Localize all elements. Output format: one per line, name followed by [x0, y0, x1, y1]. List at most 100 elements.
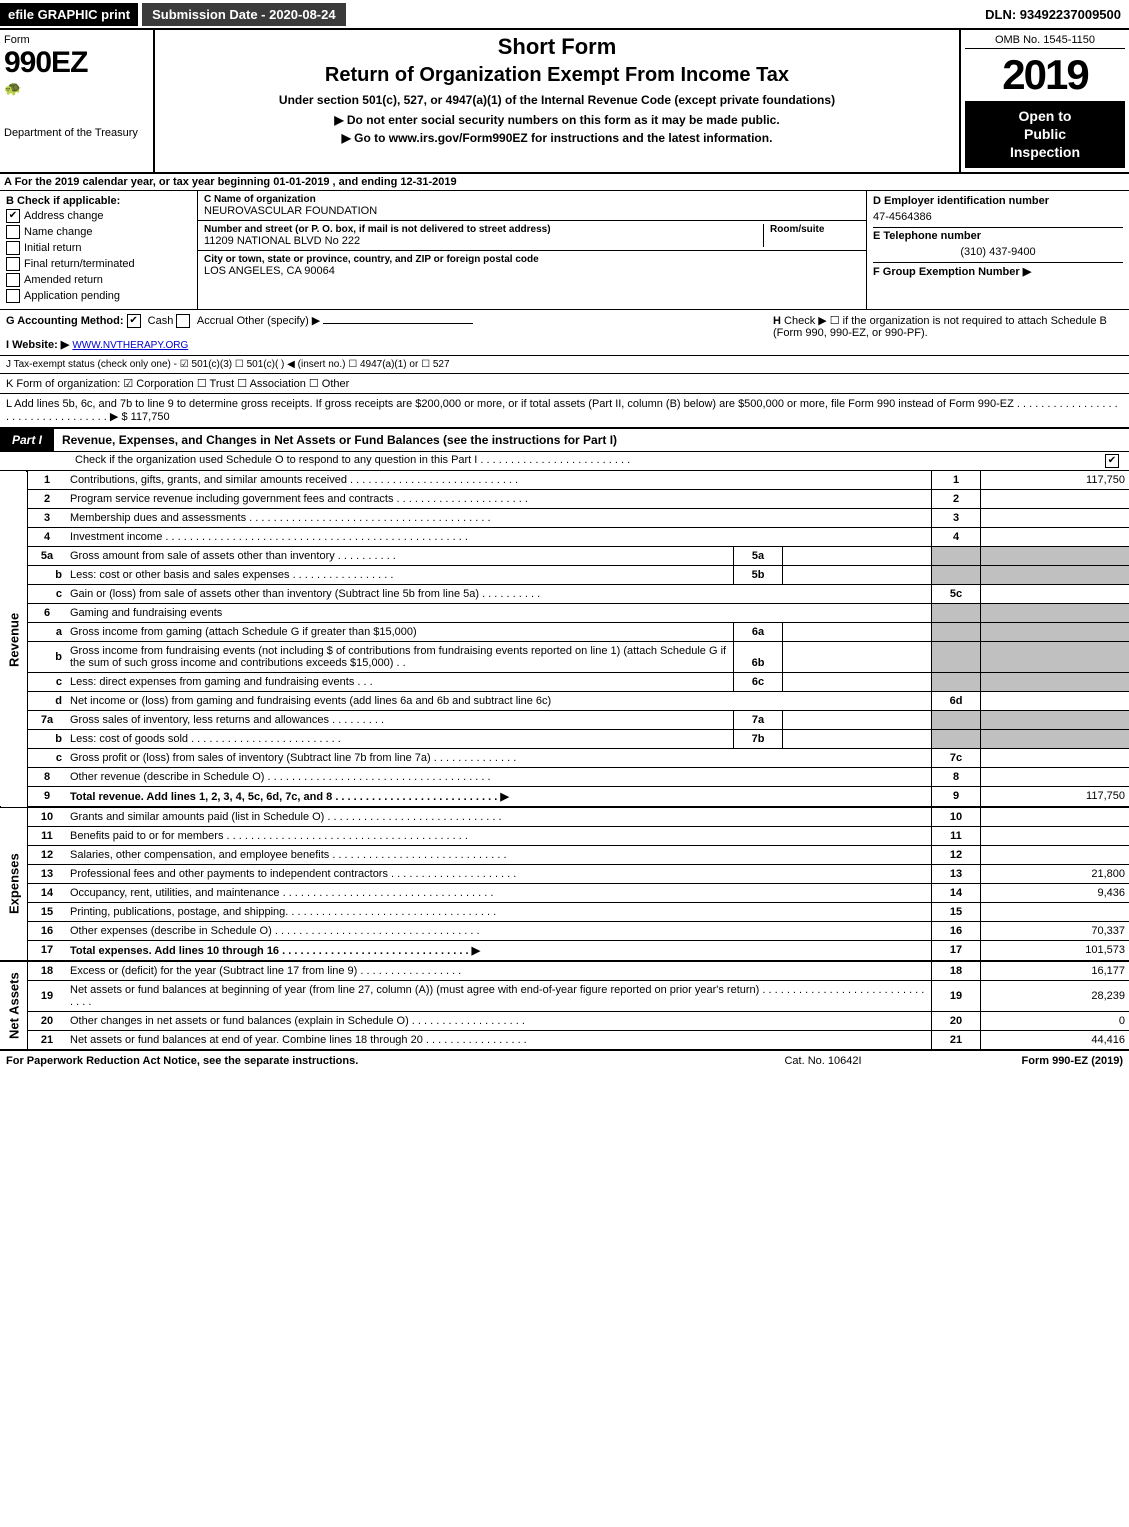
chk-cash[interactable] — [127, 314, 141, 328]
footer-right: Form 990-EZ (2019) — [923, 1055, 1123, 1067]
submission-date-label: Submission Date - 2020-08-24 — [142, 3, 346, 26]
line-6: 6 Gaming and fundraising events — [0, 603, 1129, 622]
omb-label: OMB No. 1545-1150 — [965, 34, 1125, 49]
header-center: Short Form Return of Organization Exempt… — [155, 30, 961, 172]
chk-name-change[interactable]: Name change — [6, 225, 191, 239]
chk-final-return[interactable]: Final return/terminated — [6, 257, 191, 271]
ein-label: D Employer identification number — [873, 195, 1123, 207]
line-7c: c Gross profit or (loss) from sales of i… — [0, 748, 1129, 767]
row-l-amount: $ 117,750 — [121, 411, 169, 423]
h-text: Check ▶ ☐ if the organization is not req… — [773, 315, 1107, 339]
chk-address-change[interactable]: Address change — [6, 209, 191, 223]
line-5b: b Less: cost or other basis and sales ex… — [0, 565, 1129, 584]
chk-initial-return[interactable]: Initial return — [6, 241, 191, 255]
inspection-box: Open to Public Inspection — [965, 101, 1125, 168]
phone-label: E Telephone number — [873, 227, 1123, 242]
line-16: 16 Other expenses (describe in Schedule … — [0, 921, 1129, 940]
line-19: 19 Net assets or fund balances at beginn… — [0, 980, 1129, 1011]
sidebar-revenue: Revenue — [0, 471, 27, 807]
col-b: B Check if applicable: Address change Na… — [0, 191, 198, 309]
form-container: efile GRAPHIC print Submission Date - 20… — [0, 0, 1129, 1071]
row-j: J Tax-exempt status (check only one) - ☑… — [0, 356, 1129, 374]
ein-value: 47-4564386 — [873, 211, 1123, 223]
inspection-l2: Public — [969, 125, 1121, 143]
checkbox-icon[interactable] — [6, 273, 20, 287]
checkbox-icon[interactable] — [6, 209, 20, 223]
goto-text: ▶ Go to www.irs.gov/Form990EZ for instru… — [342, 131, 773, 145]
line-12: 12 Salaries, other compensation, and emp… — [0, 845, 1129, 864]
inspection-l1: Open to — [969, 107, 1121, 125]
org-name-value: NEUROVASCULAR FOUNDATION — [204, 205, 860, 217]
header-row: Form 990EZ 🐢 Department of the Treasury … — [0, 30, 1129, 174]
line-2: 2 Program service revenue including gove… — [0, 489, 1129, 508]
checkbox-icon[interactable] — [6, 241, 20, 255]
line-15: 15 Printing, publications, postage, and … — [0, 902, 1129, 921]
part1-label: Part I — [0, 429, 54, 451]
row-a-taxyear: A For the 2019 calendar year, or tax yea… — [0, 174, 1129, 191]
tax-year: 2019 — [965, 51, 1125, 99]
checkbox-icon[interactable] — [6, 289, 20, 303]
line-18: Net Assets 18 Excess or (deficit) for th… — [0, 961, 1129, 981]
line-4: 4 Investment income . . . . . . . . . . … — [0, 527, 1129, 546]
line-21: 21 Net assets or fund balances at end of… — [0, 1030, 1129, 1050]
line-13: 13 Professional fees and other payments … — [0, 864, 1129, 883]
part1-header: Part I Revenue, Expenses, and Changes in… — [0, 429, 1129, 452]
line-6c: c Less: direct expenses from gaming and … — [0, 672, 1129, 691]
checkbox-icon[interactable] — [6, 257, 20, 271]
city-label: City or town, state or province, country… — [204, 254, 860, 265]
line-6d: d Net income or (loss) from gaming and f… — [0, 691, 1129, 710]
row-h-right: H Check ▶ ☐ if the organization is not r… — [773, 314, 1123, 351]
no-ssn-line: ▶ Do not enter social security numbers o… — [163, 113, 951, 127]
chk-amended-return[interactable]: Amended return — [6, 273, 191, 287]
chk-accrual[interactable] — [176, 314, 190, 328]
group-exemption-label: F Group Exemption Number ▶ — [873, 262, 1123, 278]
g-label: G Accounting Method: — [6, 315, 124, 327]
part1-schedule-o-check[interactable] — [1105, 454, 1123, 468]
chk-application-pending[interactable]: Application pending — [6, 289, 191, 303]
street-value: 11209 NATIONAL BLVD No 222 — [204, 235, 757, 247]
line-20: 20 Other changes in net assets or fund b… — [0, 1011, 1129, 1030]
org-name-row: C Name of organization NEUROVASCULAR FOU… — [198, 191, 866, 221]
line-5a: 5a Gross amount from sale of assets othe… — [0, 546, 1129, 565]
room-label: Room/suite — [770, 224, 860, 235]
other-specify-field[interactable] — [323, 323, 473, 324]
col-b-heading: B Check if applicable: — [6, 195, 191, 207]
website-link[interactable]: WWW.NVTHERAPY.ORG — [72, 340, 188, 351]
lines-table: Revenue 1 Contributions, gifts, grants, … — [0, 471, 1129, 1051]
return-title: Return of Organization Exempt From Incom… — [163, 64, 951, 87]
header-left: Form 990EZ 🐢 Department of the Treasury — [0, 30, 155, 172]
line-6a: a Gross income from gaming (attach Sched… — [0, 622, 1129, 641]
part1-title: Revenue, Expenses, and Changes in Net As… — [54, 429, 1129, 451]
header-right: OMB No. 1545-1150 2019 Open to Public In… — [961, 30, 1129, 172]
phone-value: (310) 437-9400 — [873, 246, 1123, 258]
city-row: City or town, state or province, country… — [198, 251, 866, 280]
line-7b: b Less: cost of goods sold . . . . . . .… — [0, 729, 1129, 748]
footer-center: Cat. No. 10642I — [723, 1055, 923, 1067]
col-c: C Name of organization NEUROVASCULAR FOU… — [198, 191, 867, 309]
line-5c: c Gain or (loss) from sale of assets oth… — [0, 584, 1129, 603]
row-k: K Form of organization: ☑ Corporation ☐ … — [0, 374, 1129, 394]
h-label: H — [773, 315, 781, 327]
part1-subline-text: Check if the organization used Schedule … — [75, 454, 630, 468]
row-gh: G Accounting Method: Cash Accrual Other … — [0, 310, 1129, 356]
row-l-text: L Add lines 5b, 6c, and 7b to line 9 to … — [6, 398, 1118, 423]
checkbox-icon — [1105, 454, 1119, 468]
row-g-left: G Accounting Method: Cash Accrual Other … — [6, 314, 773, 351]
org-name-label: C Name of organization — [204, 194, 860, 205]
section-bcd: B Check if applicable: Address change Na… — [0, 191, 1129, 310]
line-1: Revenue 1 Contributions, gifts, grants, … — [0, 471, 1129, 490]
line-11: 11 Benefits paid to or for members . . .… — [0, 826, 1129, 845]
topbar: efile GRAPHIC print Submission Date - 20… — [0, 0, 1129, 30]
efile-label: efile GRAPHIC print — [0, 3, 138, 26]
street-label: Number and street (or P. O. box, if mail… — [204, 224, 757, 235]
part1-subline: Check if the organization used Schedule … — [0, 452, 1129, 471]
checkbox-icon[interactable] — [6, 225, 20, 239]
footer-left: For Paperwork Reduction Act Notice, see … — [6, 1055, 723, 1067]
footer: For Paperwork Reduction Act Notice, see … — [0, 1051, 1129, 1071]
turtle-icon: 🐢 — [4, 80, 149, 97]
short-form-title: Short Form — [163, 34, 951, 60]
sidebar-expenses: Expenses — [0, 807, 27, 961]
goto-line: ▶ Go to www.irs.gov/Form990EZ for instru… — [163, 131, 951, 145]
row-l: L Add lines 5b, 6c, and 7b to line 9 to … — [0, 394, 1129, 429]
line-8: 8 Other revenue (describe in Schedule O)… — [0, 767, 1129, 786]
